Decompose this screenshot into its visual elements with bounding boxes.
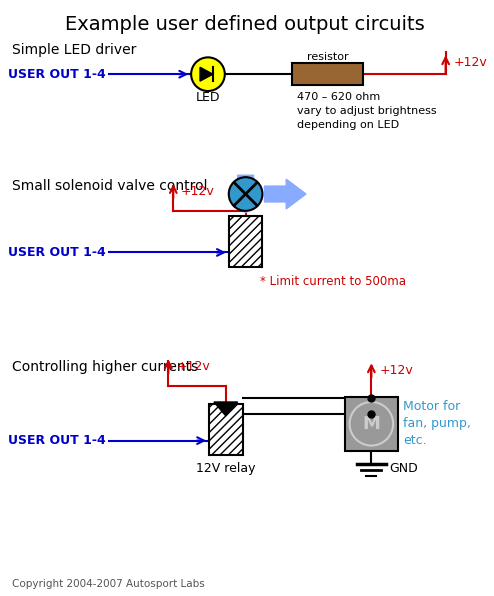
Bar bbox=[292, 63, 364, 85]
Circle shape bbox=[191, 57, 225, 91]
Text: USER OUT 1-4: USER OUT 1-4 bbox=[8, 68, 106, 80]
Text: Motor for
fan, pump,
etc.: Motor for fan, pump, etc. bbox=[403, 401, 471, 447]
Text: Example user defined output circuits: Example user defined output circuits bbox=[65, 15, 424, 34]
Circle shape bbox=[229, 177, 262, 211]
Text: * Limit current to 500ma: * Limit current to 500ma bbox=[260, 275, 407, 288]
Text: M: M bbox=[363, 415, 380, 433]
Text: 470 – 620 ohm
vary to adjust brightness
depending on LED: 470 – 620 ohm vary to adjust brightness … bbox=[297, 92, 437, 130]
Text: Simple LED driver: Simple LED driver bbox=[12, 44, 136, 57]
Text: +12v: +12v bbox=[180, 185, 214, 197]
Bar bbox=[209, 404, 243, 455]
Text: Controlling higher currents: Controlling higher currents bbox=[12, 361, 198, 374]
FancyArrow shape bbox=[214, 402, 238, 416]
Circle shape bbox=[350, 402, 393, 446]
Text: +12v: +12v bbox=[453, 56, 487, 69]
Text: +12v: +12v bbox=[379, 364, 413, 377]
Polygon shape bbox=[200, 67, 213, 81]
Text: USER OUT 1-4: USER OUT 1-4 bbox=[8, 246, 106, 259]
FancyArrow shape bbox=[264, 179, 306, 209]
Text: Copyright 2004-2007 Autosport Labs: Copyright 2004-2007 Autosport Labs bbox=[12, 579, 205, 589]
Text: USER OUT 1-4: USER OUT 1-4 bbox=[8, 434, 106, 447]
Bar bbox=[229, 216, 262, 267]
Text: GND: GND bbox=[389, 462, 418, 475]
Text: Small solenoid valve control: Small solenoid valve control bbox=[12, 179, 207, 193]
Bar bbox=[345, 397, 398, 451]
Text: resistor: resistor bbox=[307, 52, 349, 63]
Text: LED: LED bbox=[196, 91, 220, 104]
FancyArrow shape bbox=[231, 175, 260, 213]
Text: +12v: +12v bbox=[176, 360, 210, 373]
Text: 12V relay: 12V relay bbox=[196, 462, 255, 475]
